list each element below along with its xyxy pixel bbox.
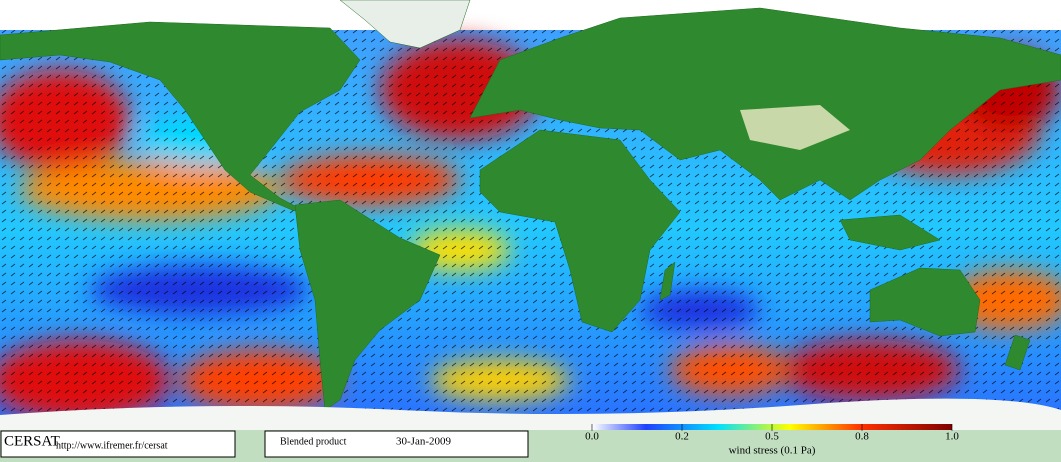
- colorbar-label: wind stress (0.1 Pa): [729, 445, 816, 457]
- tick-label: 1.0: [945, 431, 959, 443]
- tick-label: 0.5: [765, 431, 779, 443]
- tick-label: 0.8: [855, 431, 869, 443]
- date: 30-Jan-2009: [396, 436, 451, 448]
- product: Blended product: [280, 436, 347, 447]
- url: http://www.ifremer.fr/cersat: [56, 440, 168, 451]
- logo-box: [0, 430, 236, 458]
- tick-label: 0.2: [675, 431, 689, 443]
- tick-label: 0.0: [585, 431, 599, 443]
- product-box: [264, 430, 529, 458]
- logo: CERSAT: [4, 433, 60, 449]
- land: [0, 0, 1061, 411]
